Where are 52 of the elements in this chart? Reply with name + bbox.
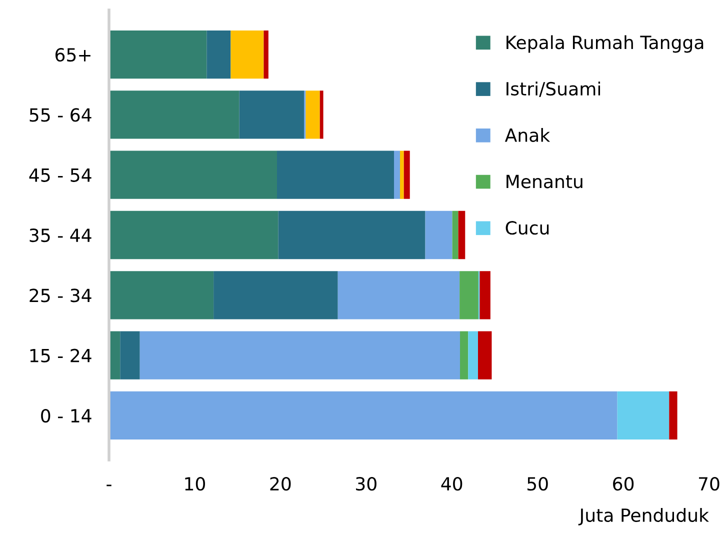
bar — [458, 210, 466, 260]
x-tick-label: 30 — [356, 476, 376, 491]
bar — [468, 331, 478, 380]
bar — [239, 90, 304, 139]
legend-label: Anak — [504, 128, 550, 142]
x-tick-label: 60 — [613, 476, 634, 491]
legend-label: Cucu — [506, 221, 549, 235]
x-tick-label: - — [106, 484, 112, 486]
bar — [109, 90, 240, 139]
y-tick-label: 25 - 34 — [30, 288, 92, 302]
y-tick-label: 55 - 64 — [30, 108, 92, 122]
legend-label: Kepala Rumah Tangga — [506, 35, 704, 53]
bar — [404, 150, 410, 199]
y-tick-label: 65+ — [55, 48, 90, 62]
bar — [617, 391, 670, 440]
bar — [230, 30, 264, 79]
bar — [320, 90, 324, 139]
x-tick-label: 20 — [270, 476, 291, 491]
bar — [109, 30, 207, 79]
bar — [669, 391, 678, 440]
y-tick-label: 35 - 44 — [30, 228, 92, 242]
bar — [120, 331, 140, 380]
bar — [452, 210, 458, 260]
bar — [425, 210, 452, 260]
legend-label: Menantu — [506, 174, 582, 188]
bar — [109, 210, 278, 260]
bar — [277, 150, 394, 199]
bar — [109, 391, 618, 440]
legend-label: Istri/Suami — [506, 82, 600, 98]
y-tick-label: 45 - 54 — [29, 168, 92, 182]
x-tick-label: 10 — [185, 476, 206, 491]
bar — [140, 331, 460, 380]
x-tick-label: 50 — [527, 476, 548, 491]
x-tick-label: 70 — [698, 476, 720, 491]
x-tick-label: 40 — [441, 476, 462, 491]
bar — [338, 271, 460, 320]
bar — [478, 331, 492, 380]
bar — [460, 331, 468, 380]
bar — [206, 30, 231, 79]
bar — [109, 271, 214, 320]
bar — [480, 271, 490, 320]
bar — [214, 271, 338, 320]
bar — [264, 30, 268, 79]
bar — [400, 150, 404, 199]
bar — [306, 90, 320, 139]
y-tick-label: 0 - 14 — [41, 408, 92, 423]
bar — [460, 271, 478, 320]
y-tick-label: 15 - 24 — [30, 348, 92, 362]
bar — [278, 210, 426, 260]
bar — [109, 150, 277, 199]
x-axis-title: Juta Penduduk — [578, 508, 709, 526]
bar — [394, 150, 400, 199]
